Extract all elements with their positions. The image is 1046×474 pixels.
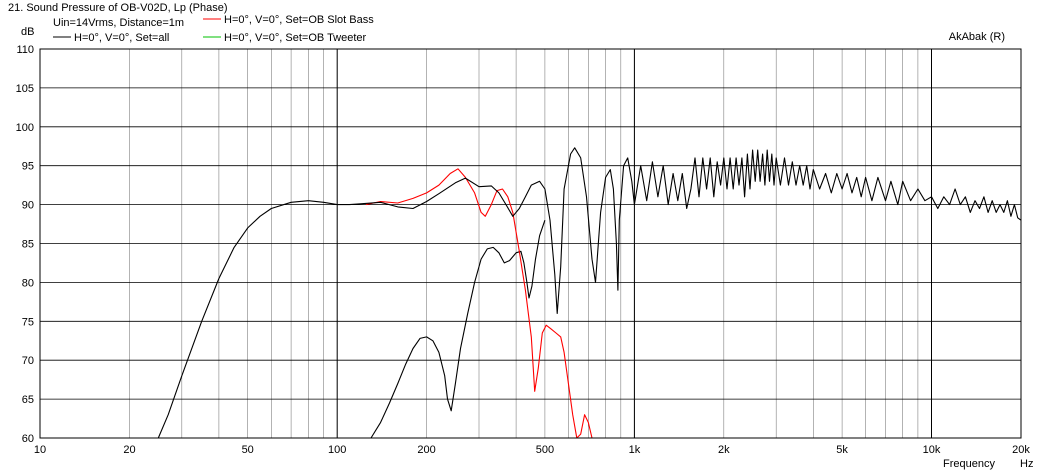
x-axis-label: Frequency bbox=[943, 458, 995, 470]
x-tick-label: 1k bbox=[629, 444, 641, 456]
y-tick-label: 95 bbox=[22, 161, 34, 173]
series-line-all bbox=[157, 147, 1022, 439]
curves bbox=[157, 147, 1022, 439]
y-tick-label: 85 bbox=[22, 239, 34, 251]
plot-frame bbox=[39, 48, 1022, 439]
response-curve-unlabeled bbox=[370, 220, 546, 439]
legend-item: H=0°, V=0°, Set=OB Tweeter bbox=[203, 32, 367, 44]
grid-major bbox=[40, 49, 1021, 438]
y-tick-label: 60 bbox=[22, 433, 34, 445]
x-tick-label: 100 bbox=[328, 444, 346, 456]
legend: H=0°, V=0°, Set=all H=0°, V=0°, Set=OB Sl… bbox=[53, 14, 374, 44]
x-tick-label: 20 bbox=[123, 444, 135, 456]
x-tick-label: 2k bbox=[718, 444, 730, 456]
y-tick-label: 80 bbox=[22, 277, 34, 289]
x-tick-label: 5k bbox=[836, 444, 848, 456]
legend-label: H=0°, V=0°, Set=OB Slot Bass bbox=[224, 14, 374, 26]
series-line-ob-slot-bass bbox=[365, 168, 1021, 439]
legend-item: H=0°, V=0°, Set=all bbox=[53, 32, 169, 44]
x-tick-label: 50 bbox=[242, 444, 254, 456]
x-tick-label: 20k bbox=[1012, 444, 1030, 456]
x-tick-label: 10k bbox=[923, 444, 941, 456]
x-axis-unit: Hz bbox=[1020, 458, 1033, 470]
y-tick-label: 100 bbox=[16, 122, 34, 134]
x-tick-label: 500 bbox=[536, 444, 554, 456]
legend-item: H=0°, V=0°, Set=OB Slot Bass bbox=[203, 14, 374, 26]
y-tick-label: 90 bbox=[22, 200, 34, 212]
y-tick-label: 110 bbox=[16, 44, 34, 56]
y-axis-label: dB bbox=[21, 26, 34, 38]
chart-title: 21. Sound Pressure of OB-V02D, Lp (Phase… bbox=[8, 2, 228, 14]
y-tick-label: 75 bbox=[22, 316, 34, 328]
legend-label: H=0°, V=0°, Set=all bbox=[74, 32, 169, 44]
y-tick-label: 105 bbox=[16, 83, 34, 95]
y-tick-label: 70 bbox=[22, 355, 34, 367]
x-tick-label: 200 bbox=[417, 444, 435, 456]
legend-label: H=0°, V=0°, Set=OB Tweeter bbox=[224, 32, 367, 44]
chart-subtitle: Uin=14Vrms, Distance=1m bbox=[53, 17, 184, 29]
watermark: AkAbak (R) bbox=[949, 31, 1005, 43]
y-tick-label: 65 bbox=[22, 394, 34, 406]
x-tick-label: 10 bbox=[34, 444, 46, 456]
